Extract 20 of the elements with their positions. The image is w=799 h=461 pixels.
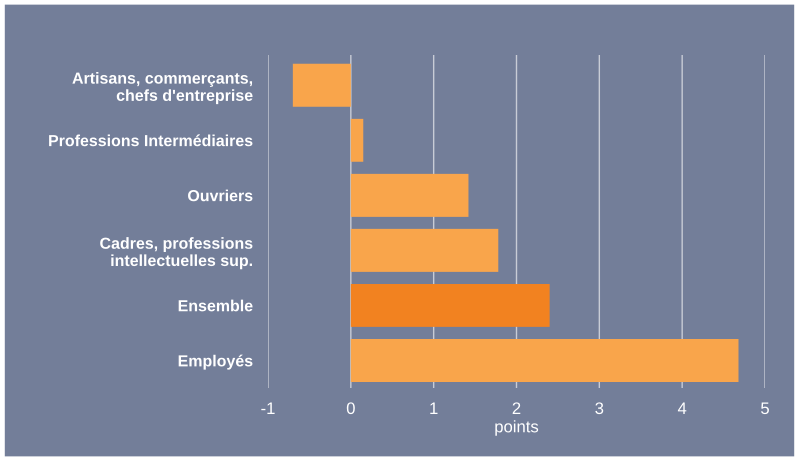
y-tick-label: Employés (178, 354, 252, 370)
y-tick-label: Artisans, commerçants, chefs d'entreprise (72, 72, 253, 104)
x-tick-label: -1 (261, 402, 275, 414)
bar (350, 284, 550, 327)
bar (350, 118, 364, 162)
x-tick-label: 3 (595, 402, 604, 414)
x-tick-label: 2 (512, 402, 520, 414)
y-tick-label: Cadres, professions intellectuelles sup. (100, 237, 252, 270)
bar (350, 339, 738, 382)
x-tick-label: 1 (430, 402, 438, 414)
x-tick-label: 0 (346, 402, 355, 414)
x-tick-label: 5 (761, 402, 769, 414)
y-tick-label: Ouvriers (188, 190, 252, 202)
y-tick-label: Professions Intermédiaires (49, 134, 252, 146)
x-tick-label: 4 (678, 402, 686, 414)
bar (350, 228, 498, 272)
x-axis-title: points (495, 420, 538, 436)
bar (350, 174, 468, 217)
y-tick-label: Ensemble (178, 300, 253, 312)
bar (292, 64, 351, 107)
